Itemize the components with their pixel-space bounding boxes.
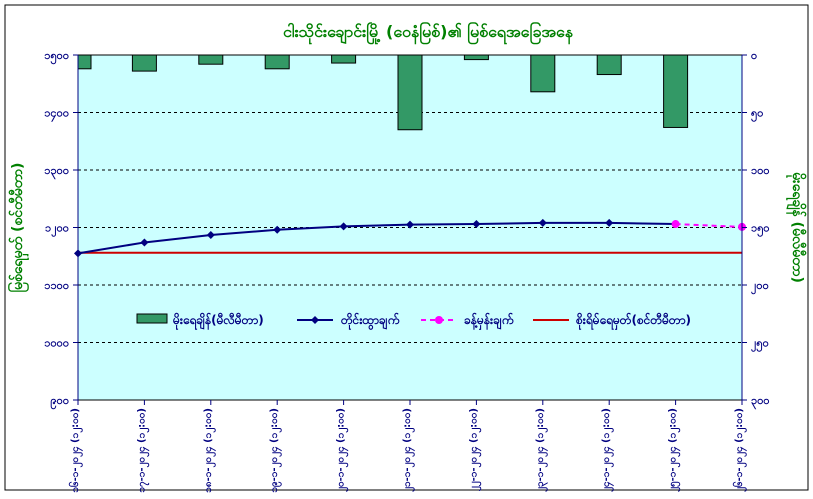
rainfall-bar <box>663 54 689 128</box>
legend-label-observed: တိုင်းထွာချက် <box>340 311 400 331</box>
observed-point <box>605 218 614 227</box>
observed-point <box>472 220 481 229</box>
forecast-point <box>671 220 680 229</box>
y-tick-label-left: ၁၅၀၀ <box>44 49 69 65</box>
axes: ၉၀၀ ၁၀၀၀ ၁၁၀၀ ၁၂၀၀ ၁၃၀၀ ၁၄၀၀ ၁၅၀၀ ၀၅၀၁၀၀၁၅၀၂၀၀၂… <box>44 49 769 493</box>
legend-swatch-rainfall <box>136 313 168 324</box>
y-tick-label-left: ၁၃၀၀ <box>44 164 69 180</box>
x-tick-label: ၂၅-၁-၂၀၂၄ (၁၂:၀၀) <box>668 408 682 492</box>
y-tick-label-right: ၂၅၀ <box>751 337 769 353</box>
y-tick-label-left: ၁၁၀၀ <box>44 279 69 292</box>
y-axis-right-title: မိုးရေချိန် (မီလီမီတာ) <box>786 172 806 283</box>
rainfall-bar <box>596 54 622 76</box>
x-tick-label: ၂၃-၁-၂၀၂၄ (၁၂:၀၀) <box>535 408 549 492</box>
x-tick-label: ၁၇-၁-၂၀၂၄ (၁၂:၀၀) <box>136 408 150 493</box>
y-tick-label-right: ၁၅၀ <box>751 222 770 238</box>
rainfall-bar <box>530 54 556 93</box>
x-tick-label: ၂၂-၁-၂၀၂၄ (၁၂:၀၀) <box>468 408 482 491</box>
forecast-line <box>675 223 743 228</box>
observed-point <box>538 218 547 227</box>
y-tick-label-right: ၀ <box>751 49 757 62</box>
legend-marker-forecast <box>435 316 443 324</box>
x-tick-label: ၂၁-၁-၂၀၂၄ (၁၂:၀၀) <box>402 408 416 492</box>
observed-point <box>339 222 348 231</box>
observed-line <box>77 221 676 255</box>
y-tick-label-right: ၅၀ <box>751 107 763 123</box>
x-tick-label: ၂၄-၁-၂၀၂၄ (၁၂:၀၀) <box>601 408 615 492</box>
x-tick-label: ၁၉-၁-၂၀၂၄ (၁၂:၀၀) <box>269 408 283 493</box>
x-tick-label: ၁၈-၁-၂၀၂၄ (၁၂:၀၀) <box>203 408 217 493</box>
x-tick-label: ၂၀-၁-၂၀၂၄ (၁၂:၀၀) <box>336 408 350 492</box>
y-tick-label-left: ၁၄၀၀ <box>44 107 69 123</box>
y-tick-label-left: ၉၀၀ <box>50 394 69 410</box>
y-tick-label-right: ၃၀၀ <box>751 394 770 410</box>
data-lines <box>74 218 746 258</box>
x-tick-label: ၂၆-၁-၂၀၂၄ (၁၂:၀၀) <box>732 408 748 492</box>
observed-point <box>140 238 149 247</box>
rainfall-bar <box>131 54 157 72</box>
rainfall-bar <box>198 54 224 65</box>
y-tick-label-right: ၁၀၀ <box>751 164 770 177</box>
rainfall-bar <box>77 54 92 70</box>
observed-point <box>273 225 282 234</box>
rainfall-bars <box>77 54 689 131</box>
legend-label-forecast: ခန့်မှန်းချက် <box>464 311 514 331</box>
y-tick-label-right: ၂၀၀ <box>751 279 769 295</box>
y-tick-label-left: ၁၂၀၀ <box>45 222 69 238</box>
legend-label-rainfall: မိုးရေချိန်(မီလီမီတာ) <box>172 311 264 331</box>
y-tick-label-left: ၁၀၀၀ <box>44 337 69 350</box>
rainfall-bar <box>331 54 357 64</box>
rainfall-bar <box>264 54 290 70</box>
rainfall-bar <box>463 54 489 61</box>
x-tick-label: ၁၆-၁-၂၀၂၄ (၁၂:၀၀) <box>68 408 84 493</box>
legend-marker-observed <box>311 316 319 324</box>
legend: မိုးရေချိန်(မီလီမီတာ) တိုင်းထွာချက် ခန့်… <box>136 311 691 331</box>
observed-point <box>406 220 414 229</box>
y-axis-left-title: မြစ်ရေမှတ် (စင်တီမီတာ) <box>8 163 29 293</box>
observed-point <box>206 230 215 239</box>
legend-label-danger: စိုးရိမ်ရေမှတ်(စင်တီမီတာ) <box>575 311 691 331</box>
rainfall-bar <box>397 54 423 131</box>
